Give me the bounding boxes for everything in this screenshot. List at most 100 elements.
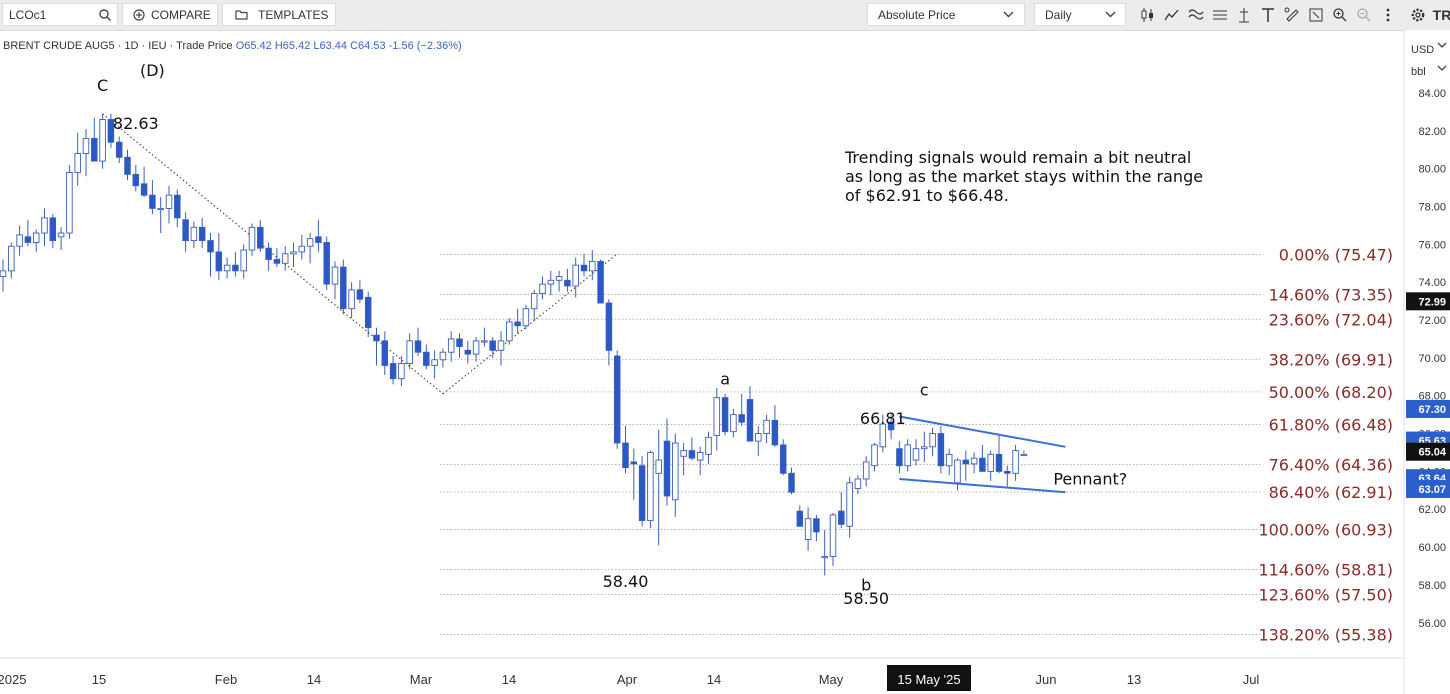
candle-body (987, 453, 994, 472)
candle (945, 448, 953, 476)
candle (638, 456, 646, 527)
candle (447, 331, 455, 362)
y-tick-label: 56.00 (1418, 618, 1446, 630)
symbol-search[interactable]: LCOc1 (2, 3, 118, 26)
price-chart[interactable]: USDbbl56.0058.0060.0062.0064.0066.0068.0… (0, 30, 1450, 694)
candle (987, 450, 994, 481)
wave-trendline (442, 253, 618, 395)
zoom-in-icon[interactable] (1328, 4, 1352, 26)
candle-body (207, 240, 214, 253)
candle (804, 507, 812, 551)
candle-body (705, 436, 712, 455)
candle-body (530, 293, 538, 310)
fib-level-label: 38.20% (69.91) (1269, 351, 1393, 370)
candle (149, 180, 156, 215)
candle-body (281, 253, 289, 264)
candle-body (32, 232, 40, 243)
y-tick-label: 80.00 (1418, 164, 1446, 176)
candle (190, 221, 198, 249)
candle-body (979, 457, 986, 472)
candle (821, 530, 828, 576)
candlestick-icon[interactable] (1136, 4, 1160, 26)
candle (281, 246, 289, 271)
candle-body (389, 363, 397, 380)
instrument-title: BRENT CRUDE AUG5 · 1D · IEU · Trade Pric… (3, 40, 233, 52)
candle (306, 233, 314, 264)
candle (904, 439, 911, 472)
zoom-out-icon[interactable] (1352, 4, 1376, 26)
annotate-icon[interactable] (1280, 4, 1304, 26)
candle-body (572, 264, 579, 287)
interval-select[interactable]: Daily (1034, 3, 1126, 26)
candle-body (265, 247, 272, 260)
note-line: as long as the market stays within the r… (845, 167, 1204, 186)
candle (165, 185, 173, 224)
price-badge-label: 72.99 (1418, 296, 1446, 308)
candle-body (746, 399, 754, 442)
y-tick-label: 62.00 (1418, 504, 1446, 516)
line-icon[interactable] (1160, 4, 1184, 26)
candle (240, 244, 247, 279)
candle (132, 164, 140, 192)
candle (74, 132, 81, 186)
candle-body (232, 264, 239, 272)
candle-body (373, 334, 380, 342)
candle-body (257, 226, 264, 249)
candle (389, 355, 397, 385)
x-tick-label: 13 (1127, 672, 1141, 687)
candle-body (713, 397, 721, 436)
candle (854, 475, 862, 495)
candle-body (406, 340, 413, 365)
candle-body (331, 266, 339, 285)
candle-body (954, 459, 961, 484)
candle-body (589, 260, 596, 272)
candle (257, 219, 264, 252)
wave-annotation: c (920, 381, 929, 400)
price-axis-panel (1404, 30, 1450, 658)
candle-body (489, 340, 496, 351)
candle (340, 259, 347, 315)
candle (198, 217, 206, 249)
x-tick-label: 14 (502, 672, 516, 687)
candle-body (315, 236, 322, 243)
candle (107, 113, 115, 148)
candle (663, 418, 671, 506)
candle (1012, 444, 1019, 481)
lines-icon[interactable] (1208, 4, 1232, 26)
templates-button[interactable]: TEMPLATES (222, 3, 336, 26)
candle (265, 242, 272, 271)
candle-body (696, 452, 704, 461)
expand-icon[interactable] (1304, 4, 1328, 26)
candle-body (879, 423, 887, 448)
crosshair-icon[interactable] (1232, 4, 1256, 26)
currency-label: USD (1411, 44, 1434, 56)
compare-button[interactable]: COMPARE (122, 3, 218, 26)
candle (937, 425, 945, 474)
candle (813, 514, 820, 542)
y-tick-label: 58.00 (1418, 580, 1446, 592)
indicators-icon[interactable] (1184, 4, 1208, 26)
symbol-input[interactable]: LCOc1 (9, 7, 47, 22)
text-icon[interactable] (1256, 4, 1280, 26)
candle (630, 448, 638, 500)
fib-level-label: 23.60% (72.04) (1269, 310, 1393, 329)
candle-body (721, 397, 729, 433)
search-icon[interactable] (99, 9, 111, 21)
candle-body (1012, 450, 1019, 474)
candle (398, 355, 405, 387)
fib-level-label: 76.40% (64.36) (1269, 456, 1393, 475)
candle (721, 393, 729, 436)
chart-tools: TR (1136, 4, 1450, 26)
more-icon[interactable] (1376, 4, 1400, 26)
price-mode-select[interactable]: Absolute Price (867, 3, 1025, 26)
candle-body (91, 137, 98, 162)
candle (796, 505, 804, 527)
note-line: Trending signals would remain a bit neut… (845, 148, 1192, 167)
chevron-down-icon (1437, 42, 1447, 48)
candle (57, 227, 65, 251)
crosshair-date-badge (887, 665, 971, 691)
wave-annotation: Pennant? (1053, 470, 1127, 489)
settings-icon[interactable] (1406, 4, 1430, 26)
candle (730, 408, 737, 438)
change-value: -1.56 (−2.36%) (388, 40, 462, 52)
